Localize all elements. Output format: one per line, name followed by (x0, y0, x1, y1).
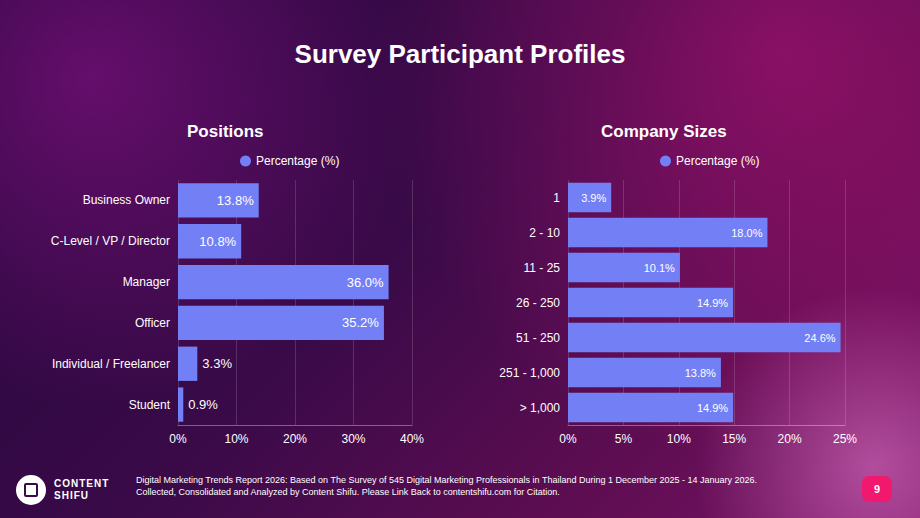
svg-text:24.6%: 24.6% (804, 332, 835, 344)
svg-text:20%: 20% (283, 432, 307, 446)
svg-text:35.2%: 35.2% (342, 315, 379, 330)
svg-text:13.8%: 13.8% (217, 193, 254, 208)
svg-text:26 - 250: 26 - 250 (516, 296, 560, 310)
svg-text:14.9%: 14.9% (697, 297, 728, 309)
svg-text:Student: Student (129, 398, 171, 412)
svg-text:30%: 30% (341, 432, 365, 446)
svg-text:3.3%: 3.3% (202, 356, 232, 371)
svg-text:> 1,000: > 1,000 (520, 401, 561, 415)
html-text:9: 9 (873, 483, 881, 495)
svg-text:15%: 15% (722, 432, 746, 446)
svg-text:Manager: Manager (123, 275, 170, 289)
svg-text:C-Level / VP / Director: C-Level / VP / Director (51, 234, 170, 248)
svg-text:Business Owner: Business Owner (83, 193, 170, 207)
svg-text:18.0%: 18.0% (731, 227, 762, 239)
svg-text:Company Sizes: Company Sizes (601, 122, 727, 141)
html-text:Collected, Consolidated and An: Collected, Consolidated and Analyzed by … (136, 487, 560, 497)
svg-text:10%: 10% (667, 432, 691, 446)
svg-text:13.8%: 13.8% (685, 367, 716, 379)
svg-text:10%: 10% (224, 432, 248, 446)
svg-text:10.1%: 10.1% (644, 262, 675, 274)
svg-text:1: 1 (553, 191, 560, 205)
svg-text:3.9%: 3.9% (581, 192, 606, 204)
svg-text:10.8%: 10.8% (199, 234, 236, 249)
svg-text:251 - 1,000: 251 - 1,000 (499, 366, 560, 380)
svg-text:2 - 10: 2 - 10 (529, 226, 560, 240)
html-text:CONTENT: CONTENT (54, 478, 110, 489)
html-text:SHIFU: SHIFU (54, 490, 89, 501)
svg-text:Officer: Officer (135, 316, 170, 330)
svg-text:Individual / Freelancer: Individual / Freelancer (52, 357, 170, 371)
svg-text:11 - 25: 11 - 25 (524, 261, 561, 275)
svg-text:0%: 0% (559, 432, 577, 446)
svg-text:Percentage (%): Percentage (%) (676, 154, 759, 168)
svg-text:0%: 0% (169, 432, 187, 446)
svg-text:Positions: Positions (187, 122, 264, 141)
svg-text:0.9%: 0.9% (188, 397, 218, 412)
svg-text:5%: 5% (615, 432, 633, 446)
svg-text:14.9%: 14.9% (697, 402, 728, 414)
svg-text:25%: 25% (833, 432, 857, 446)
svg-text:51 - 250: 51 - 250 (516, 331, 560, 345)
svg-text:40%: 40% (400, 432, 424, 446)
svg-text:36.0%: 36.0% (347, 275, 384, 290)
svg-text:Survey Participant Profiles: Survey Participant Profiles (295, 39, 626, 69)
html-text:Digital Marketing Trends Repor: Digital Marketing Trends Report 2026: Ba… (136, 475, 757, 485)
svg-text:20%: 20% (778, 432, 802, 446)
svg-text:Percentage (%): Percentage (%) (256, 154, 339, 168)
